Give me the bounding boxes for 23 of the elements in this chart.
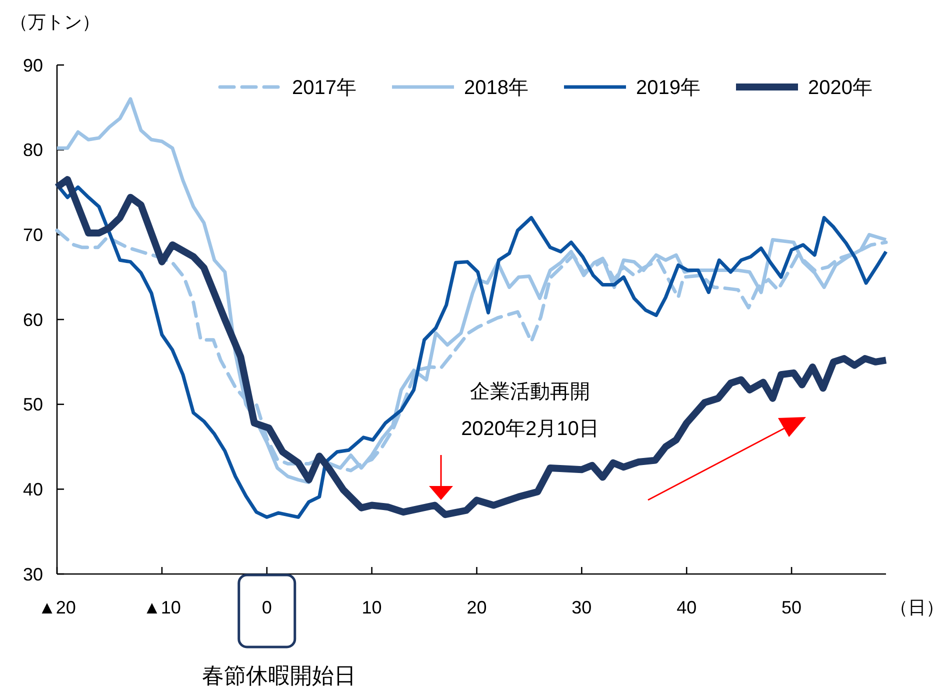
legend-label: 2020年	[808, 77, 872, 99]
y-axis-title: （万トン）	[10, 12, 100, 32]
text: 春節休暇開始日	[202, 663, 356, 688]
x-tick-label: 40	[676, 597, 697, 618]
x-tick-label: 50	[782, 597, 802, 618]
x-tick-label: ▲10	[143, 597, 181, 618]
legend-label: 2018年	[464, 77, 528, 99]
x-tick-label: 30	[572, 597, 592, 618]
y-tick-label: 70	[22, 224, 43, 245]
annotation: 企業活動再開 2020年2月10日	[461, 381, 599, 440]
x-tick-label: 0	[262, 597, 272, 618]
y-tick-label: 50	[22, 394, 43, 415]
y-tick-label: 30	[22, 564, 43, 584]
x-tick-label: 10	[362, 597, 382, 618]
y-tick-label: 60	[22, 310, 43, 330]
y-tick-label: 40	[22, 479, 43, 500]
x-axis-title: （日）	[890, 597, 935, 618]
x-tick-label: ▲20	[38, 597, 76, 618]
legend-label: 2019年	[636, 77, 700, 99]
y-tick-label: 90	[22, 55, 43, 76]
y-tick-label: 80	[22, 140, 43, 160]
x-tick-label: 20	[466, 597, 487, 618]
legend-label: 2017年	[292, 77, 356, 99]
